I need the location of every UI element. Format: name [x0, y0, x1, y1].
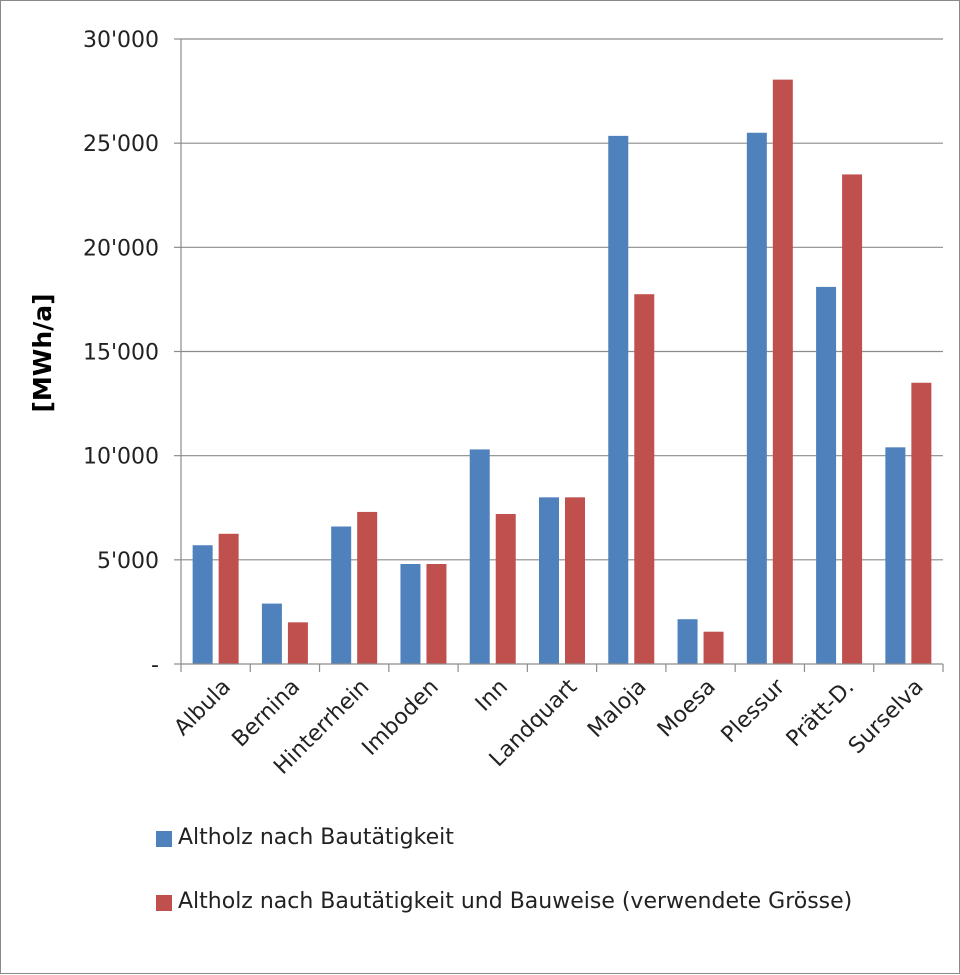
bar-landquart-series-2 — [565, 497, 585, 664]
x-tick-label: Maloja — [583, 675, 651, 743]
x-tick-label: Surselva — [844, 675, 929, 760]
x-tick-label: Imboden — [358, 675, 444, 761]
y-tick-label: 10'000 — [83, 445, 159, 470]
gridlines — [181, 38, 943, 561]
bar-hinterrhein-series-2 — [357, 511, 378, 664]
legend-swatch-series-1 — [156, 831, 172, 847]
bar-landquart-series-1 — [539, 497, 559, 664]
bar-inn-series-2 — [495, 514, 516, 664]
bar-imboden-series-2 — [426, 564, 447, 664]
y-tick-label: 15'000 — [83, 341, 159, 366]
bar-bernina-series-2 — [287, 622, 308, 664]
legend-swatch-series-2 — [156, 895, 172, 911]
bar-albula-series-2 — [218, 533, 239, 664]
x-tick-label: Moesa — [653, 675, 721, 743]
legend-item-series-1: Altholz nach Bautätigkeit — [156, 823, 936, 853]
bar-albula-series-1 — [192, 545, 213, 664]
bar-surselva-series-1 — [885, 447, 906, 664]
x-tick-label: Inn — [471, 675, 513, 717]
bar-plessur-series-1 — [746, 132, 767, 664]
bar-hinterrhein-series-1 — [331, 526, 352, 664]
bar-maloja-series-2 — [634, 294, 655, 664]
bar-maloja-series-1 — [608, 135, 629, 664]
y-axis-title: [MWh/a] — [28, 293, 57, 412]
legend: Altholz nach Bautätigkeit Altholz nach B… — [156, 823, 936, 951]
bars — [192, 79, 932, 664]
bar-pr-tt-d--series-2 — [842, 174, 863, 664]
bar-surselva-series-2 — [911, 382, 932, 664]
bar-inn-series-1 — [469, 449, 490, 664]
y-tick-label: 20'000 — [83, 236, 159, 261]
bar-imboden-series-1 — [400, 564, 421, 664]
bar-moesa-series-2 — [703, 631, 724, 664]
y-tick-label: - — [151, 653, 159, 678]
y-tick-label: 5'000 — [97, 549, 159, 574]
y-tick-label: 25'000 — [83, 132, 159, 157]
y-tick-labels: - 5'000 10'000 15'000 20'000 25'000 30'000 — [83, 28, 159, 678]
legend-label-series-1: Altholz nach Bautätigkeit — [178, 825, 454, 850]
legend-item-series-2: Altholz nach Bautätigkeit und Bauweise (… — [156, 887, 936, 917]
bar-moesa-series-1 — [677, 619, 698, 664]
x-tick-label: Albula — [170, 675, 236, 741]
y-tick-label: 30'000 — [83, 28, 159, 53]
legend-label-series-2: Altholz nach Bautätigkeit und Bauweise (… — [178, 889, 853, 914]
x-tick-label: Plessur — [717, 674, 791, 748]
bar-plessur-series-2 — [772, 79, 793, 664]
bar-pr-tt-d--series-1 — [816, 286, 837, 664]
axes — [174, 38, 944, 672]
bar-bernina-series-1 — [261, 603, 282, 664]
